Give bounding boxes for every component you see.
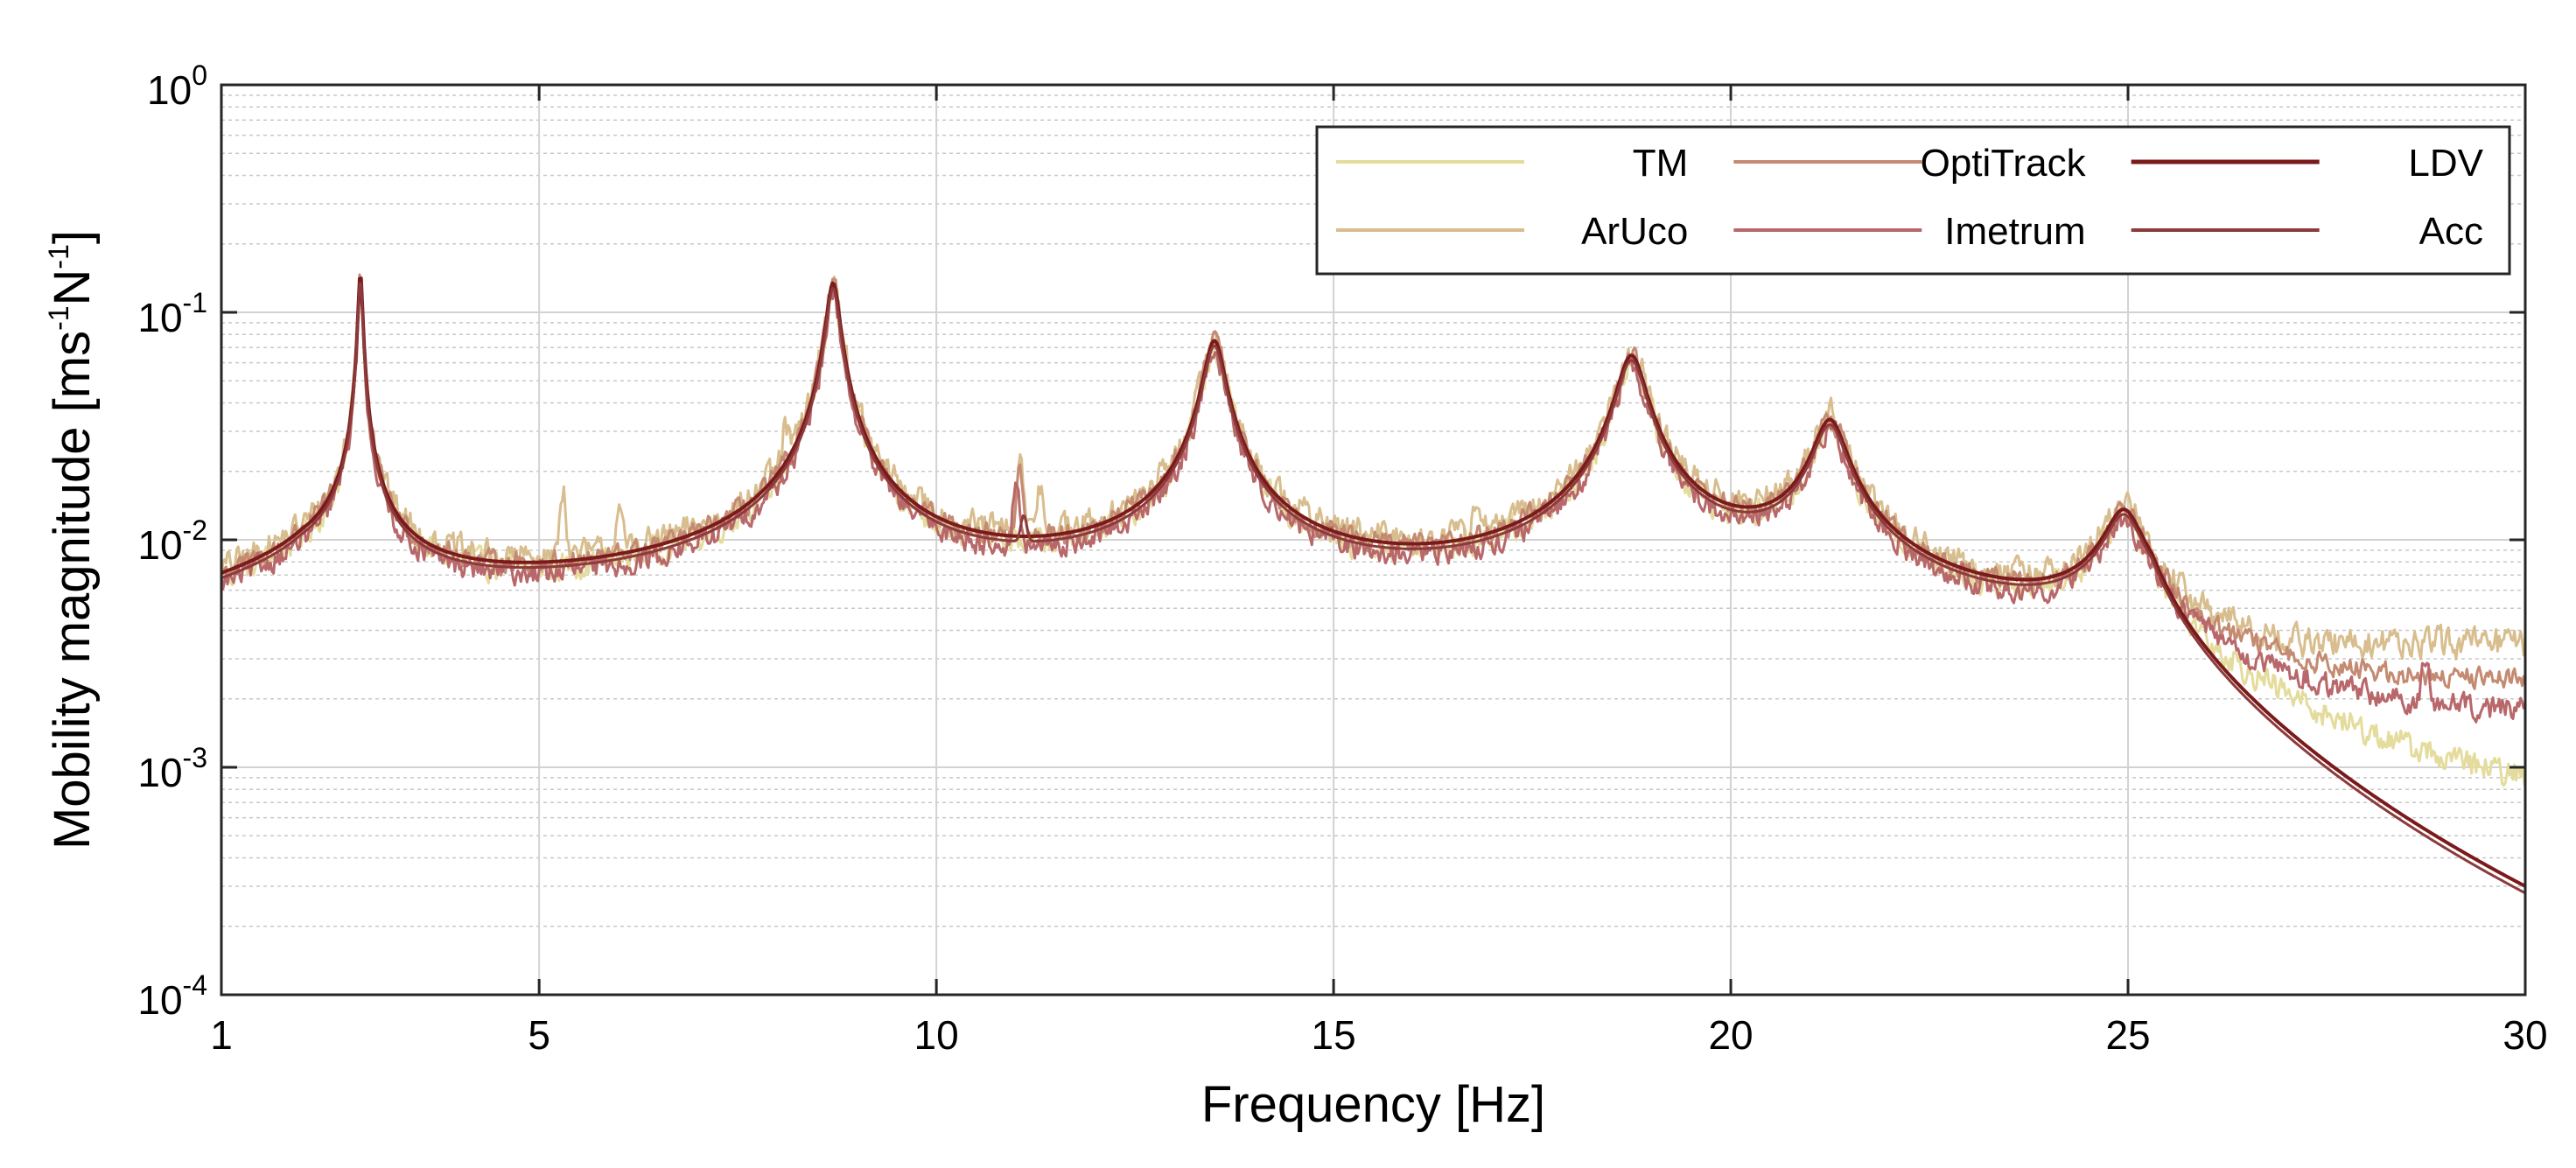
legend-label-acc: Acc	[2419, 210, 2483, 253]
series-line-ldv	[220, 276, 2526, 888]
x-tick-label: 15	[1312, 1012, 1356, 1058]
series-line-acc	[220, 282, 2526, 895]
x-axis-label: Frequency [Hz]	[1201, 1076, 1545, 1133]
x-tick-label: 30	[2502, 1012, 2547, 1058]
y-tick-label: 10-1	[137, 287, 207, 340]
y-tick-label: 10-3	[137, 742, 207, 795]
x-tick-label: 20	[1708, 1012, 1753, 1058]
y-tick-label: 10-4	[137, 969, 207, 1023]
x-tick-label: 5	[528, 1012, 550, 1058]
y-tick-label: 10-2	[137, 514, 207, 568]
x-tick-label: 1	[210, 1012, 233, 1058]
legend-label-tm: TM	[1633, 142, 1689, 185]
y-tick-label: 100	[147, 59, 207, 113]
x-tick-label: 25	[2105, 1012, 2150, 1058]
legend-label-aruco: ArUco	[1581, 210, 1688, 253]
y-axis-label: Mobility magnitude [ms-1N-1]	[43, 230, 101, 850]
legend-box	[1315, 125, 2511, 276]
legend-label-imetrum: Imetrum	[1944, 210, 2085, 253]
series-layer	[220, 273, 2527, 895]
legend: TM ArUco OptiTrack Imetrum LDV Acc	[1315, 125, 2511, 276]
legend-label-optitrack: OptiTrack	[1921, 142, 2087, 185]
legend-label-ldv: LDV	[2408, 142, 2483, 185]
x-tick-label: 10	[914, 1012, 959, 1058]
